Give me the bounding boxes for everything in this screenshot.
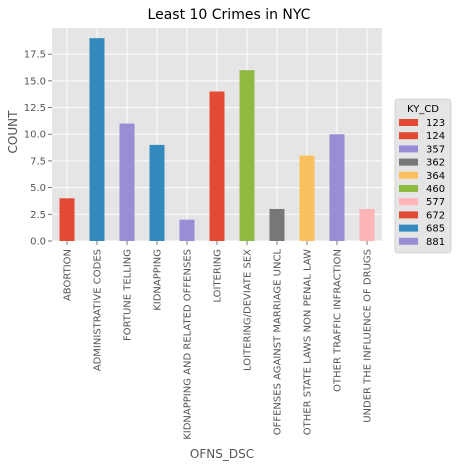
chart-title: Least 10 Crimes in NYC — [148, 7, 311, 23]
x-tick-label: OFFENSES AGAINST MARRIAGE UNCL — [273, 249, 284, 436]
y-tick-label: 15.0 — [24, 76, 46, 87]
legend-swatch — [399, 237, 418, 245]
legend-swatch — [399, 145, 418, 153]
bar — [89, 38, 105, 242]
bar — [299, 155, 315, 241]
legend-label: 460 — [426, 184, 445, 195]
y-tick-label: 5.0 — [30, 183, 46, 194]
x-tick-label: UNDER THE INFLUENCE OF DRUGS — [363, 249, 374, 423]
legend-swatch — [399, 132, 418, 140]
bars — [59, 38, 375, 242]
x-tick-label: ABORTION — [63, 249, 74, 301]
bar — [59, 198, 75, 241]
y-tick-label: 17.5 — [24, 50, 46, 61]
legend-label: 124 — [426, 131, 445, 142]
x-tick-label: FORTUNE TELLING — [123, 249, 134, 341]
bar — [179, 219, 195, 241]
y-axis-ticks: 0.0 2.5 5.0 7.5 10.0 12.5 15.0 17.5 — [24, 50, 52, 248]
y-tick-label: 2.5 — [30, 210, 46, 221]
bar — [239, 70, 255, 241]
bar — [269, 208, 285, 241]
legend: KY_CD 123 124 357 362 364 460 577 672 685 881 — [394, 98, 452, 254]
x-tick-label: OTHER TRAFFIC INFRACTION — [333, 249, 344, 392]
x-tick-label: ADMINISTRATIVE CODES — [93, 249, 104, 371]
bar — [359, 208, 375, 241]
legend-swatch — [399, 171, 418, 179]
bar — [329, 134, 345, 241]
legend-swatch — [399, 119, 418, 126]
legend-swatch — [399, 158, 418, 166]
y-tick-label: 12.5 — [24, 103, 46, 114]
legend-label: 357 — [426, 144, 445, 155]
y-tick-label: 0.0 — [30, 237, 46, 248]
legend-title: KY_CD — [407, 104, 439, 115]
y-tick-label: 10.0 — [24, 130, 46, 141]
legend-label: 362 — [426, 158, 445, 169]
legend-swatch — [399, 211, 418, 219]
legend-label: 881 — [426, 237, 445, 248]
x-tick-label: LOITERING — [213, 249, 224, 303]
x-tick-label: OTHER STATE LAWS NON PENAL LAW — [303, 249, 314, 435]
legend-label: 672 — [426, 210, 445, 221]
legend-label: 364 — [426, 171, 445, 182]
legend-label: 577 — [426, 197, 445, 208]
x-axis-label: OFNS_DSC — [190, 447, 254, 461]
legend-swatch — [399, 185, 418, 192]
x-axis-ticks: ABORTION ADMINISTRATIVE CODES FORTUNE TELL… — [63, 241, 374, 440]
x-tick-label: KIDNAPPING — [153, 249, 164, 311]
bar — [119, 123, 135, 241]
x-tick-label: KIDNAPPING AND RELATED OFFENSES — [183, 249, 194, 440]
x-tick-label: LOITERING/DEVIATE SEX — [243, 249, 254, 371]
y-tick-label: 7.5 — [30, 156, 46, 167]
bar — [209, 91, 225, 242]
bar — [149, 144, 165, 241]
legend-label: 685 — [426, 224, 445, 235]
y-axis-label: COUNT — [6, 110, 20, 154]
legend-swatch — [399, 198, 418, 206]
legend-swatch — [399, 224, 418, 232]
legend-label: 123 — [426, 118, 445, 129]
